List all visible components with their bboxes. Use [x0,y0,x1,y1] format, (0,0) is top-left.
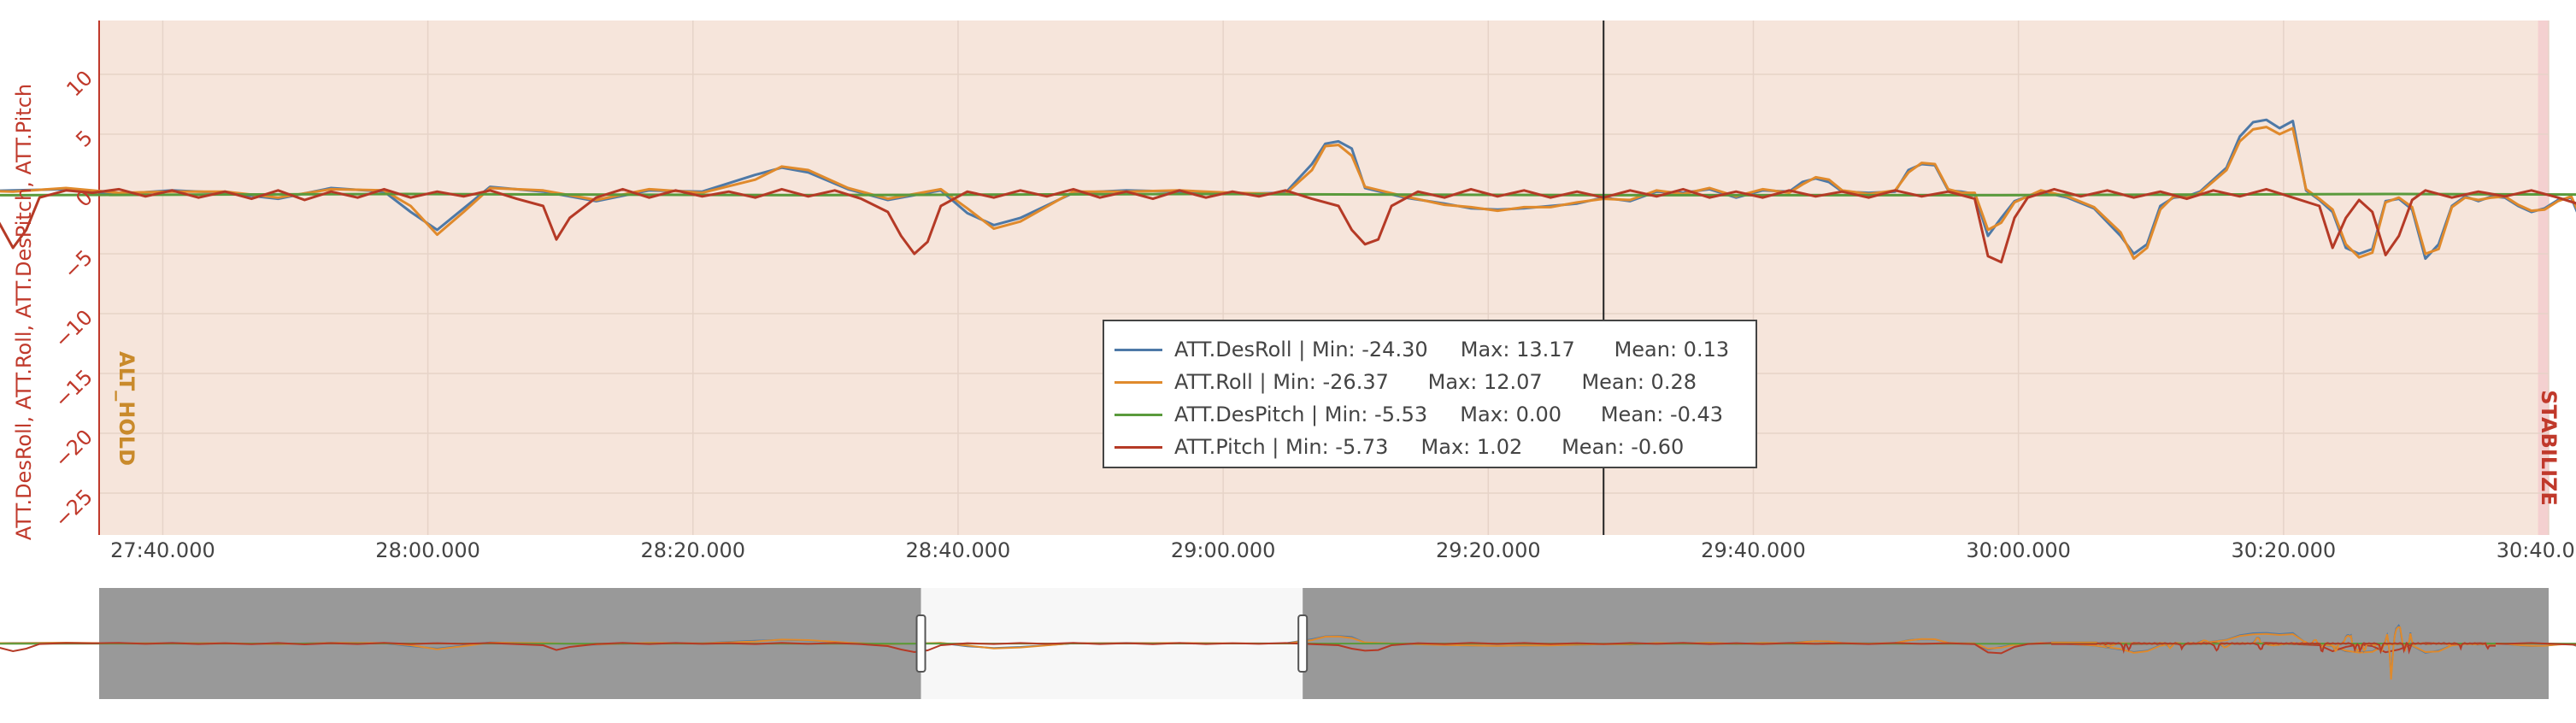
navigator-trace-att-roll [0,632,2576,654]
legend-text-pitch: ATT.Pitch | Min: -5.73 Max: 1.02 Mean: -… [1174,435,1685,459]
x-tick-label: 29:00.000 [1171,538,1276,562]
navigator-handle-right[interactable] [1297,614,1309,673]
x-tick-label: 28:40.000 [906,538,1011,562]
legend: ATT.DesRoll | Min: -24.30 Max: 13.17 Mea… [1103,320,1757,468]
x-tick-label: 28:00.000 [375,538,480,562]
legend-entry-despitch: ATT.DesPitch | Min: -5.53 Max: 0.00 Mean… [1104,398,1756,431]
x-tick-label: 27:40.000 [110,538,215,562]
legend-swatch-despitch [1115,413,1162,416]
y-tick-label: −25 [50,485,97,532]
legend-text-desroll: ATT.DesRoll | Min: -24.30 Max: 13.17 Mea… [1174,338,1730,362]
series-line-att-desroll [0,118,2576,261]
x-tick-label: 28:20.000 [640,538,745,562]
navigator-trace-att-pitch [0,642,2576,655]
y-tick-label: −5 [59,245,97,284]
legend-swatch-desroll [1115,348,1162,351]
y-tick-label: −15 [50,365,97,413]
series-line-att-pitch [0,187,2576,264]
legend-swatch-pitch [1115,445,1162,449]
mode-label-alt-hold: ALT_HOLD [115,351,138,466]
main-plot[interactable]: 27:40.000 28:00.000 28:20.000 28:40.000 29:0… [0,21,2576,562]
x-tick-label: 30:20.000 [2232,538,2337,562]
x-tick-label: 29:20.000 [1436,538,1541,562]
legend-entry-pitch: ATT.Pitch | Min: -5.73 Max: 1.02 Mean: -… [1104,431,1756,463]
legend-text-despitch: ATT.DesPitch | Min: -5.53 Max: 0.00 Mean… [1174,403,1724,426]
series-line-att-despitch [0,192,2576,197]
legend-entry-desroll: ATT.DesRoll | Min: -24.30 Max: 13.17 Mea… [1104,333,1756,366]
x-tick-label: 30:00.000 [1966,538,2071,562]
mode-band-stabilize [2538,21,2549,535]
legend-entry-roll: ATT.Roll | Min: -26.37 Max: 12.07 Mean: … [1104,366,1756,398]
x-tick-label: 29:40.000 [1701,538,1806,562]
y-tick-label: 5 [71,126,97,152]
legend-text-roll: ATT.Roll | Min: -26.37 Max: 12.07 Mean: … [1174,370,1697,394]
mode-label-stabilize: STABILIZE [2537,390,2561,506]
y-axis-title: ATT.DesRoll, ATT.Roll, ATT.DesPitch, ATT… [12,84,36,540]
y-tick-label: −20 [50,425,97,473]
x-tick-label: 30:40.000 [2497,538,2576,562]
range-navigator[interactable] [0,588,2576,699]
y-tick-label: −10 [50,305,97,353]
navigator-handle-left[interactable] [915,614,926,673]
series-line-att-roll [0,126,2576,261]
navigator-trace-history [2051,642,2496,655]
legend-swatch-roll [1115,380,1162,384]
y-tick-label: 10 [62,66,97,101]
